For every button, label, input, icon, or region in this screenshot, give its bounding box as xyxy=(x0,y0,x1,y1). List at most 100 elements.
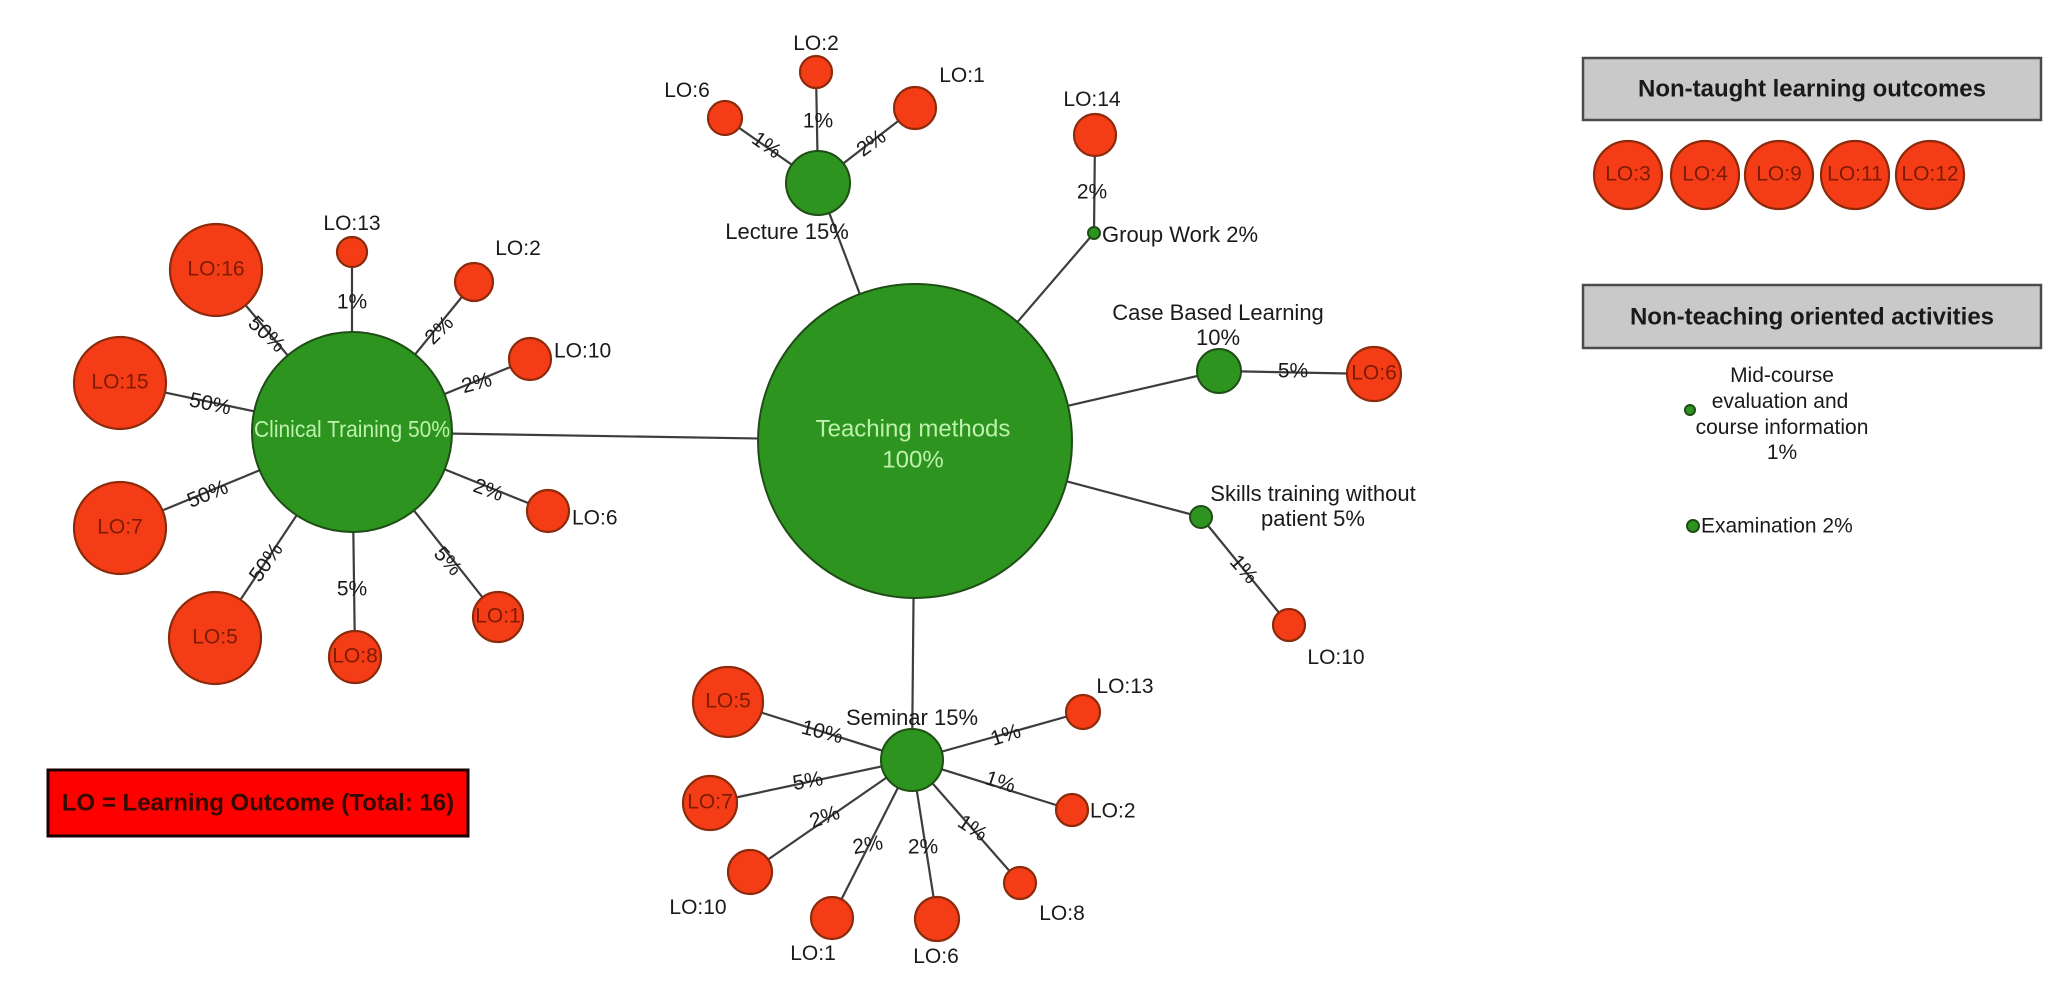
lo7-label: LO:7 xyxy=(97,516,143,539)
teaching-methods-label-line2: 100% xyxy=(882,446,943,473)
lo12-node xyxy=(1894,139,1966,211)
lo5-node xyxy=(691,665,765,739)
lecture-label: Lecture 15% xyxy=(725,219,849,244)
lo7-label: LO:7 xyxy=(687,791,733,814)
case-based-learning-label-line2: 10% xyxy=(1196,325,1240,350)
pct-label: 2% xyxy=(851,831,885,859)
lo13-label: LO:13 xyxy=(1096,675,1153,698)
pct-label: 5% xyxy=(1278,360,1308,383)
edge xyxy=(1200,516,1290,626)
pct-label: 2% xyxy=(806,801,842,833)
skills-training-label-line1: Skills training without xyxy=(1210,481,1415,506)
legend-text: LO = Learning Outcome (Total: 16) xyxy=(62,789,454,816)
lo11-node xyxy=(1819,139,1891,211)
case-based-learning-node xyxy=(1196,348,1242,394)
lo6-label: LO:6 xyxy=(1351,362,1397,385)
lo14-node xyxy=(1072,112,1118,158)
pct-label: 1% xyxy=(1225,550,1262,588)
lo2-label: LO:2 xyxy=(793,32,839,55)
lo1-node xyxy=(892,85,938,131)
non-taught-header-box xyxy=(1581,56,2043,122)
examination-dot xyxy=(1686,519,1700,533)
lo2-label: LO:2 xyxy=(495,237,541,260)
pct-label: 1% xyxy=(748,127,786,163)
lo5-label: LO:5 xyxy=(192,626,238,649)
pct-label: 2% xyxy=(908,836,938,859)
non-taught-panel: Non-taught learning outcomes LO:3 LO:4 L… xyxy=(1581,56,2043,211)
lo9-node xyxy=(1743,139,1815,211)
edge xyxy=(709,758,913,805)
seminar-node xyxy=(880,728,944,792)
clinical-training-node xyxy=(251,331,453,533)
lo10-node xyxy=(507,336,553,382)
lo6-label: LO:6 xyxy=(913,945,959,968)
lo1-node xyxy=(471,590,525,644)
pct-label: 50% xyxy=(184,476,232,513)
group-work-label: Group Work 2% xyxy=(1102,222,1258,247)
case-based-learning-label-line1: Case Based Learning xyxy=(1112,300,1324,325)
lo1-label: LO:1 xyxy=(475,605,521,628)
lo10-node xyxy=(1271,607,1307,643)
teaching-methods-label-line1: Teaching methods xyxy=(816,415,1011,442)
lo3-label: LO:3 xyxy=(1605,163,1651,186)
legend: LO = Learning Outcome (Total: 16) xyxy=(46,768,470,838)
pct-label: 50% xyxy=(187,388,233,419)
midcourse-label-line1: Mid-course xyxy=(1730,364,1834,387)
lo14-label: LO:14 xyxy=(1063,88,1121,111)
lo4-node xyxy=(1669,139,1741,211)
pct-label: 1% xyxy=(982,766,1018,797)
lo16-node xyxy=(168,222,264,318)
pct-label: 1% xyxy=(988,719,1024,750)
case-based-learning-cluster: LO:6 Case Based Learning 10% 5% xyxy=(1112,300,1403,403)
lo2-node xyxy=(798,54,834,90)
lecture-node xyxy=(785,150,851,216)
legend-box xyxy=(46,768,470,838)
lo3-node xyxy=(1592,139,1664,211)
seminar-cluster: LO:5 LO:7 Seminar 15% LO:10 LO:1 LO:6 LO… xyxy=(669,665,1154,968)
lecture-cluster: Lecture 15% LO:6 LO:2 LO:1 1% 1% 2% xyxy=(664,32,985,244)
lo12-label: LO:12 xyxy=(1901,163,1958,186)
lo5-label: LO:5 xyxy=(705,690,751,713)
skills-training-cluster: Skills training without patient 5% LO:10… xyxy=(1189,481,1416,669)
lo6-node xyxy=(913,895,961,943)
seminar-label: Seminar 15% xyxy=(846,705,978,730)
pct-label: 2% xyxy=(420,311,458,349)
lo9-label: LO:9 xyxy=(1756,163,1802,186)
lo15-node xyxy=(72,335,168,431)
lo4-label: LO:4 xyxy=(1682,163,1728,186)
lo6-label: LO:6 xyxy=(572,507,618,530)
midcourse-label-line4: 1% xyxy=(1767,441,1797,464)
non-teaching-header-box xyxy=(1581,283,2043,350)
pct-label: 1% xyxy=(954,810,992,846)
skills-training-node xyxy=(1189,505,1213,529)
lo1-label: LO:1 xyxy=(939,64,985,87)
lo10-label: LO:10 xyxy=(669,896,726,919)
lo6-label: LO:6 xyxy=(664,79,710,102)
pct-label: 5% xyxy=(337,578,367,601)
edge xyxy=(749,759,913,873)
lo8-label: LO:8 xyxy=(1039,902,1085,925)
skills-training-label-line2: patient 5% xyxy=(1261,506,1365,531)
clinical-training-label: Clinical Training 50% xyxy=(254,416,450,442)
teaching-methods-node xyxy=(757,283,1073,599)
lo5-node xyxy=(167,590,263,686)
teaching-methods-cluster: Teaching methods 100% xyxy=(757,283,1073,599)
lo1-label: LO:1 xyxy=(790,942,836,965)
lo10-label: LO:10 xyxy=(1307,646,1364,669)
lo7-node xyxy=(681,774,739,832)
midcourse-dot xyxy=(1684,404,1696,416)
midcourse-label-line2: evaluation and xyxy=(1712,390,1849,413)
pct-label: 2% xyxy=(459,368,494,398)
lo11-label: LO:11 xyxy=(1827,163,1883,186)
lo7-node xyxy=(72,480,168,576)
lo10-label: LO:10 xyxy=(554,340,611,363)
lo13-label: LO:13 xyxy=(323,212,380,235)
lo8-node xyxy=(1002,865,1038,901)
pct-label: 5% xyxy=(429,542,466,580)
lo15-label: LO:15 xyxy=(91,371,148,394)
lo6-node xyxy=(525,488,571,534)
pct-label: 1% xyxy=(337,291,367,314)
pct-label: 50% xyxy=(245,539,288,587)
